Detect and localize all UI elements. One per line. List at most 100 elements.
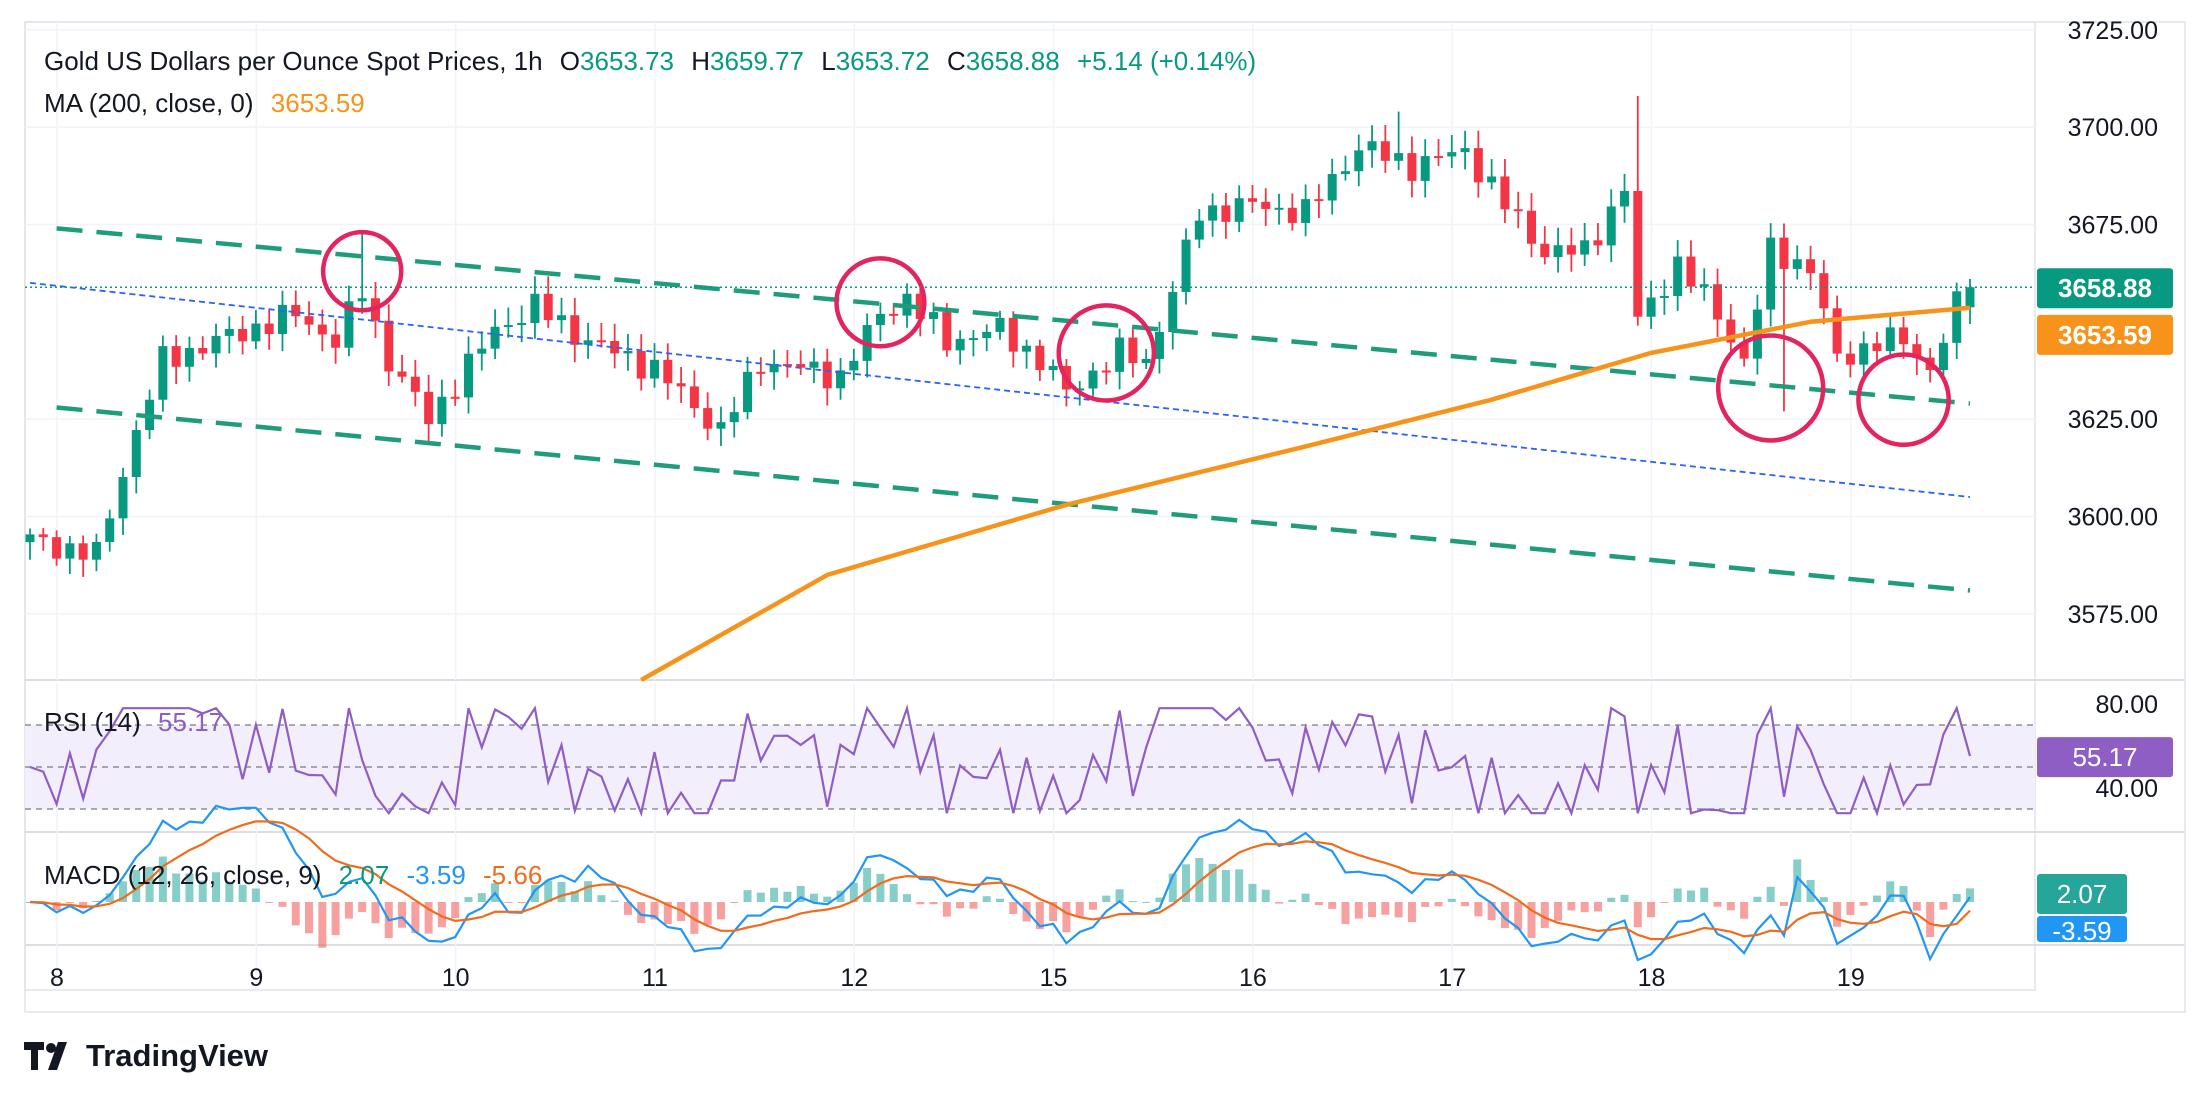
histogram-value: -5.66 <box>483 860 543 890</box>
macd-legend: MACD (12, 26, close, 9) 2.07 -3.59 -5.66 <box>44 860 552 891</box>
macd-histogram-bar <box>1447 898 1456 902</box>
rsi-tick-label: 80.00 <box>2095 691 2158 719</box>
signal-value: -3.59 <box>406 860 466 890</box>
low-value: 3653.72 <box>835 46 930 76</box>
macd-histogram-bar <box>663 902 672 925</box>
macd-histogram-bar <box>517 902 526 903</box>
macd-histogram-bar <box>65 902 74 904</box>
y-tick-label: 3625.00 <box>2068 406 2158 434</box>
candle-body <box>1048 366 1058 371</box>
candle-body <box>583 340 593 345</box>
macd-histogram-bar <box>318 902 327 948</box>
macd-histogram-bar <box>756 892 765 902</box>
macd-histogram-bar <box>956 902 965 909</box>
candle-body <box>1301 199 1311 223</box>
candle-body <box>1473 148 1483 183</box>
macd-histogram-bar <box>1593 902 1602 912</box>
macd-histogram-bar <box>916 902 925 905</box>
candle-body <box>450 396 460 399</box>
macd-histogram-bar <box>703 902 712 925</box>
macd-histogram-bar <box>1500 902 1509 929</box>
highlight-circle <box>1715 333 1826 443</box>
macd-histogram-bar <box>1275 902 1284 904</box>
candle-body <box>105 518 115 542</box>
candle-body <box>1128 337 1138 364</box>
candle-body <box>1553 245 1563 258</box>
macd-histogram-bar <box>637 902 646 923</box>
macd-histogram-bar <box>1660 902 1669 903</box>
candle-body <box>596 340 606 343</box>
macd-histogram-bar <box>1487 902 1496 921</box>
candle-body <box>663 359 673 384</box>
macd-histogram-bar <box>1607 897 1616 902</box>
macd-histogram-bar <box>1301 893 1310 902</box>
macd-histogram-bar <box>1686 890 1695 902</box>
tradingview-logo-icon <box>24 1042 67 1070</box>
candle-body <box>1194 220 1204 240</box>
candle-body <box>1141 358 1151 364</box>
candle-body <box>410 376 420 392</box>
candles <box>25 95 1975 577</box>
macd-histogram-bar <box>1939 902 1948 910</box>
change-value: +5.14 (+0.14%) <box>1076 46 1257 76</box>
macd-histogram-bar <box>849 882 858 902</box>
macd-histogram-bar <box>1886 881 1895 902</box>
candle-body <box>1513 209 1523 212</box>
macd-histogram-bar <box>1168 873 1177 902</box>
low-label: L <box>821 46 836 76</box>
macd-histogram-bar <box>79 902 88 909</box>
candle-body <box>277 304 287 335</box>
macd-histogram-bar <box>1354 902 1363 919</box>
candle-body <box>716 422 726 429</box>
candle-body <box>357 298 367 302</box>
candle-body <box>982 331 992 339</box>
high-value: 3659.77 <box>710 46 805 76</box>
candle-body <box>1845 353 1855 365</box>
macd-histogram-bar <box>1248 883 1257 902</box>
macd-histogram-bar <box>1833 902 1842 927</box>
macd-histogram-bar <box>1740 902 1749 919</box>
macd-histogram-bar <box>1102 895 1111 902</box>
macd-histogram-bar <box>477 893 486 902</box>
candle-body <box>650 359 660 379</box>
candle-body <box>782 364 792 367</box>
macd-histogram-bar <box>225 881 234 902</box>
candle-body <box>689 386 699 409</box>
ma200-line <box>640 305 1971 682</box>
macd-histogram-bar <box>1195 858 1204 902</box>
highlight-circle <box>834 256 927 349</box>
candle-body <box>557 315 567 321</box>
candle-body <box>1101 370 1111 373</box>
signal-badge: -3.59 <box>2052 916 2111 946</box>
candle-body <box>955 338 965 351</box>
macd-label: MACD (12, 26, close, 9) <box>44 860 322 890</box>
rsi-badge: 55.17 <box>2072 742 2137 772</box>
tradingview-logo[interactable]: TradingView <box>24 1038 268 1074</box>
candle-body <box>1247 198 1257 202</box>
macd-histogram-bar <box>530 885 539 902</box>
candle-body <box>1633 190 1643 317</box>
candle-body <box>929 312 939 319</box>
rsi-label: RSI (14) <box>44 707 141 737</box>
macd-histogram-bar <box>1766 886 1775 902</box>
candle-body <box>171 346 181 367</box>
macd-histogram-bar <box>1633 902 1642 928</box>
macd-histogram-bar <box>1142 901 1151 903</box>
macd-histogram-bar <box>1394 902 1403 918</box>
candle-body <box>610 340 620 354</box>
macd-histogram-bar <box>1540 902 1549 928</box>
macd-histogram-bar <box>743 890 752 902</box>
macd-histogram-bar <box>1580 902 1589 913</box>
ma-price-badge-bg <box>2037 314 2173 355</box>
candle-body <box>636 351 646 379</box>
macd-histogram-bar <box>212 872 221 902</box>
candle-body <box>211 335 221 354</box>
candle-body <box>397 371 407 377</box>
macd-histogram-bar <box>464 897 473 902</box>
candle-body <box>1181 239 1191 292</box>
open-label: O <box>559 46 581 76</box>
candle-body <box>1154 332 1164 359</box>
macd-histogram-bar <box>1713 902 1722 907</box>
macd-histogram-bar <box>716 902 725 920</box>
